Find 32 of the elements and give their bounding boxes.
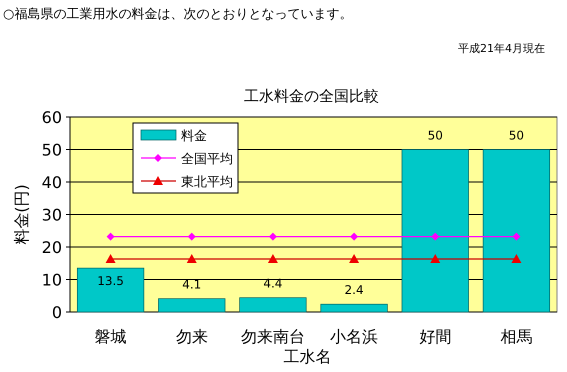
chart-title: 工水料金の全国比較: [244, 87, 379, 105]
text: 平成21年4月現在: [458, 42, 545, 55]
y-tick-label: 40: [42, 173, 62, 192]
legend-label: 全国平均: [181, 152, 233, 167]
x-tick-label: 小名浜: [330, 327, 378, 346]
text: ○福島県の工業用水の料金は、次のとおりとなっています。: [3, 7, 352, 22]
bar: [320, 304, 388, 312]
y-axis-title: 料金(円): [12, 184, 31, 245]
y-tick-label: 30: [42, 206, 62, 224]
y-tick-label: 20: [42, 238, 62, 257]
y-tick-label: 0: [52, 303, 62, 322]
bar: [239, 297, 307, 312]
bar: [402, 149, 469, 312]
bar: [482, 149, 550, 312]
bar: [76, 268, 144, 312]
x-tick-label: 相馬: [500, 327, 532, 346]
data-label: 4.1: [182, 278, 202, 292]
x-tick-label: 磐城: [94, 327, 127, 346]
legend-label: 東北平均: [181, 175, 233, 190]
legend-label: 料金: [181, 129, 207, 144]
x-tick-label: 好間: [419, 327, 452, 346]
x-tick-label: 勿来: [176, 327, 208, 346]
x-axis-title: 工水名: [284, 347, 332, 366]
bar: [158, 298, 226, 312]
x-tick-label: 勿来南台: [240, 327, 305, 346]
data-label: 13.5: [97, 274, 124, 288]
data-label: 2.4: [344, 283, 364, 298]
y-tick-label: 10: [42, 270, 62, 290]
data-label: 50: [508, 128, 524, 142]
data-label: 50: [428, 128, 443, 142]
y-tick-label: 60: [42, 108, 62, 127]
y-tick-label: 50: [42, 140, 62, 160]
